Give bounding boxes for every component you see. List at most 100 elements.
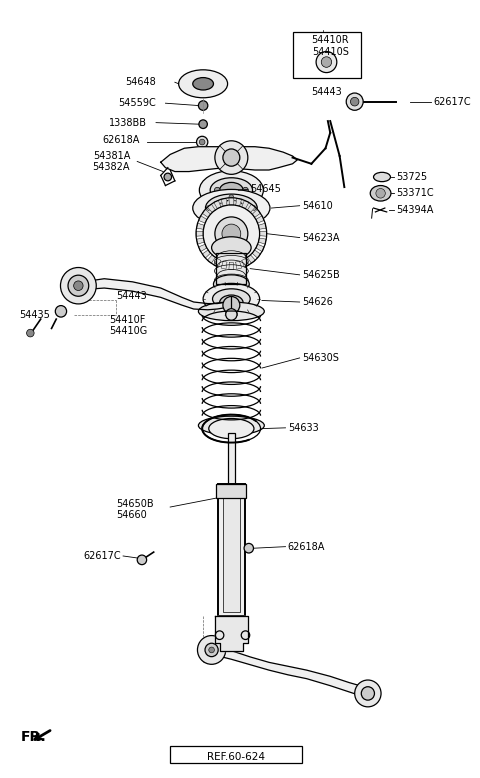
Text: 62618A: 62618A <box>288 541 325 552</box>
Ellipse shape <box>215 255 248 268</box>
Bar <box>228 433 235 484</box>
Ellipse shape <box>350 97 359 106</box>
Ellipse shape <box>198 416 264 435</box>
Polygon shape <box>260 231 266 237</box>
Ellipse shape <box>210 177 252 202</box>
Polygon shape <box>215 615 248 650</box>
Text: 54435: 54435 <box>20 310 50 321</box>
Ellipse shape <box>164 173 171 180</box>
Text: 54410R
54410S: 54410R 54410S <box>312 35 349 57</box>
Polygon shape <box>229 262 234 269</box>
Polygon shape <box>214 200 221 209</box>
Ellipse shape <box>355 680 381 707</box>
Ellipse shape <box>218 200 244 216</box>
Text: 53725: 53725 <box>396 172 427 182</box>
Bar <box>216 253 246 284</box>
Ellipse shape <box>243 187 248 193</box>
Ellipse shape <box>252 205 256 210</box>
Text: 54626: 54626 <box>302 297 333 307</box>
Polygon shape <box>196 238 204 244</box>
Ellipse shape <box>361 687 374 700</box>
Bar <box>218 484 244 615</box>
Ellipse shape <box>199 139 205 145</box>
Text: 53371C: 53371C <box>396 188 434 198</box>
Polygon shape <box>247 255 255 263</box>
Polygon shape <box>207 255 216 263</box>
Ellipse shape <box>193 189 270 226</box>
Ellipse shape <box>212 237 251 258</box>
Ellipse shape <box>73 281 83 290</box>
Ellipse shape <box>370 185 391 201</box>
Polygon shape <box>207 204 216 212</box>
Text: FR.: FR. <box>21 730 46 744</box>
Ellipse shape <box>215 141 248 174</box>
Text: 54625B: 54625B <box>302 270 340 280</box>
Polygon shape <box>256 216 264 223</box>
Text: 54443: 54443 <box>116 291 147 301</box>
Ellipse shape <box>213 289 250 309</box>
Text: 54648: 54648 <box>125 77 156 87</box>
Polygon shape <box>258 238 266 244</box>
Text: 62617C: 62617C <box>83 551 120 561</box>
Polygon shape <box>213 645 368 698</box>
Ellipse shape <box>222 224 241 244</box>
Ellipse shape <box>196 136 208 148</box>
Polygon shape <box>199 216 207 223</box>
Text: 1338BB: 1338BB <box>108 117 146 128</box>
Bar <box>223 496 240 612</box>
Ellipse shape <box>209 419 254 439</box>
Ellipse shape <box>346 93 363 110</box>
Bar <box>292 32 361 79</box>
Polygon shape <box>199 244 207 251</box>
Ellipse shape <box>199 171 264 209</box>
Text: 54623A: 54623A <box>302 233 339 243</box>
Polygon shape <box>258 223 266 230</box>
Polygon shape <box>247 204 255 212</box>
Ellipse shape <box>376 188 385 198</box>
Text: 62617C: 62617C <box>434 96 471 107</box>
Polygon shape <box>196 223 204 230</box>
Text: 54410F
54410G: 54410F 54410G <box>109 314 147 336</box>
Bar <box>170 746 302 763</box>
Ellipse shape <box>223 149 240 166</box>
Ellipse shape <box>229 216 234 221</box>
Text: 62618A: 62618A <box>102 135 140 145</box>
Ellipse shape <box>198 100 208 110</box>
Ellipse shape <box>215 274 248 286</box>
Ellipse shape <box>217 269 245 282</box>
Polygon shape <box>221 198 227 206</box>
Polygon shape <box>229 198 234 205</box>
Polygon shape <box>202 209 211 217</box>
Ellipse shape <box>214 275 249 293</box>
Text: 54650B
54660: 54650B 54660 <box>116 499 154 520</box>
Ellipse shape <box>244 543 253 553</box>
Ellipse shape <box>205 643 218 657</box>
Text: 54443: 54443 <box>312 87 342 97</box>
Ellipse shape <box>215 265 248 277</box>
Ellipse shape <box>68 275 89 296</box>
Ellipse shape <box>373 172 390 181</box>
Text: 54610: 54610 <box>302 201 333 211</box>
Ellipse shape <box>316 51 337 72</box>
Text: REF.60-624: REF.60-624 <box>207 752 265 762</box>
Ellipse shape <box>226 309 237 321</box>
Ellipse shape <box>198 302 264 321</box>
Ellipse shape <box>197 636 226 664</box>
Text: 54645: 54645 <box>250 184 281 194</box>
Text: 54394A: 54394A <box>396 205 433 215</box>
Ellipse shape <box>215 217 248 251</box>
Ellipse shape <box>229 194 234 200</box>
Polygon shape <box>236 198 241 206</box>
Polygon shape <box>252 250 261 258</box>
Polygon shape <box>221 261 227 269</box>
Text: 54559C: 54559C <box>118 98 156 108</box>
Ellipse shape <box>60 268 96 304</box>
Text: 54633: 54633 <box>288 422 319 433</box>
Polygon shape <box>83 279 227 310</box>
Ellipse shape <box>219 182 243 198</box>
Ellipse shape <box>217 251 245 263</box>
Polygon shape <box>202 250 211 258</box>
Bar <box>216 484 246 498</box>
Ellipse shape <box>321 57 332 68</box>
Ellipse shape <box>193 78 214 90</box>
